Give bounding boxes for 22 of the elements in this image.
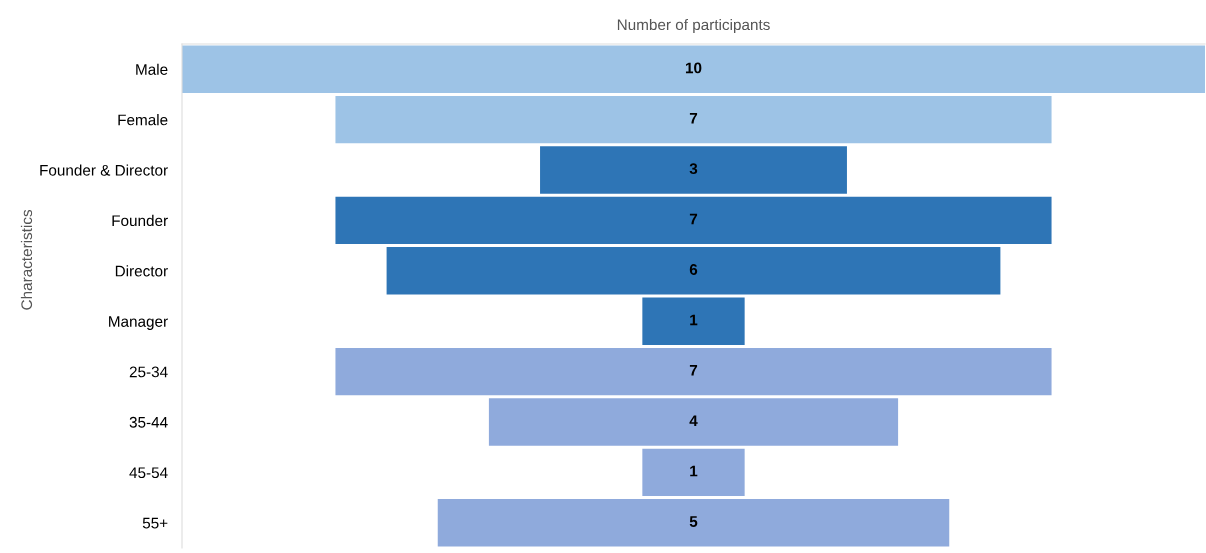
data-label: 7 bbox=[689, 213, 698, 225]
category-label: Director bbox=[115, 265, 168, 277]
category-label: Female bbox=[118, 114, 168, 126]
data-label: 7 bbox=[689, 113, 698, 124]
category-label: Founder bbox=[112, 214, 168, 227]
category-label: Manager bbox=[109, 316, 168, 330]
category-label: 55+ bbox=[142, 517, 168, 529]
text: Number of participants bbox=[617, 18, 770, 34]
category-label: 45-54 bbox=[129, 467, 168, 479]
category-label: 35-44 bbox=[129, 416, 168, 428]
data-label: 1 bbox=[690, 314, 698, 326]
data-label: 10 bbox=[685, 62, 702, 74]
data-label: 4 bbox=[689, 415, 698, 426]
data-label: 1 bbox=[690, 465, 698, 477]
data-label: 5 bbox=[689, 516, 698, 527]
data-label: 6 bbox=[689, 264, 698, 275]
text: Characteristics bbox=[20, 209, 33, 310]
data-label: 3 bbox=[689, 163, 698, 175]
category-label: 25-34 bbox=[129, 366, 168, 378]
data-label: 7 bbox=[689, 365, 698, 376]
category-label: Male bbox=[136, 63, 168, 75]
category-label: Founder & Director bbox=[40, 164, 168, 176]
